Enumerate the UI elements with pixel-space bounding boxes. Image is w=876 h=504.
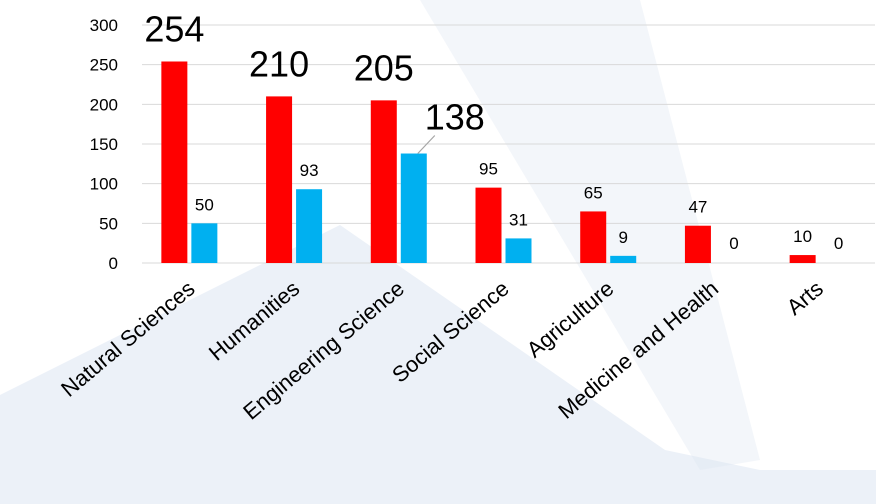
y-tick-label: 150 xyxy=(90,135,118,154)
bar-series-1 xyxy=(161,61,188,263)
bar-series-2 xyxy=(610,255,637,263)
y-tick-label: 50 xyxy=(99,214,118,233)
y-tick-label: 250 xyxy=(90,56,118,75)
y-tick-label: 200 xyxy=(90,95,118,114)
data-label-series-2: 138 xyxy=(425,97,485,138)
data-label-series-1: 47 xyxy=(688,198,707,217)
bar-series-2 xyxy=(191,223,218,263)
data-label-series-2: 0 xyxy=(729,234,738,253)
y-tick-label: 0 xyxy=(109,254,118,273)
bar-series-1 xyxy=(266,96,293,264)
data-label-series-1: 254 xyxy=(144,8,204,49)
bar-series-1 xyxy=(684,225,711,263)
gridlines xyxy=(142,24,875,264)
data-labels: 254 50 210 93 205 138 95 31 65 9 47 0 10 0 xyxy=(144,8,843,253)
x-tick-label: Agriculture xyxy=(522,276,619,363)
bar-series-2 xyxy=(296,189,323,263)
y-tick-label: 100 xyxy=(90,175,118,194)
bar-series-2 xyxy=(400,153,427,263)
y-tick-label: 300 xyxy=(90,16,118,35)
bar-series-2 xyxy=(505,238,532,263)
bar-series-1 xyxy=(475,187,502,263)
y-axis-ticks: 0 50 100 150 200 250 300 xyxy=(90,16,118,273)
data-label-series-2: 0 xyxy=(834,234,843,253)
x-tick-label: Arts xyxy=(782,276,828,320)
data-label-series-2: 9 xyxy=(618,228,627,247)
bar-series-1 xyxy=(580,211,607,263)
background-shape-lower xyxy=(0,225,876,504)
data-label-series-1: 95 xyxy=(479,160,498,179)
callout-leader-line xyxy=(417,135,436,154)
data-label-series-1: 65 xyxy=(584,183,603,202)
bar-series-1 xyxy=(370,100,397,263)
data-label-series-2: 31 xyxy=(509,210,528,229)
data-label-series-2: 93 xyxy=(300,161,319,180)
bar-series-1 xyxy=(789,255,816,263)
data-label-series-2: 50 xyxy=(195,195,214,214)
data-label-series-1: 205 xyxy=(354,47,414,88)
bars xyxy=(161,61,816,264)
data-label-series-1: 10 xyxy=(793,227,812,246)
data-label-series-1: 210 xyxy=(249,43,309,84)
